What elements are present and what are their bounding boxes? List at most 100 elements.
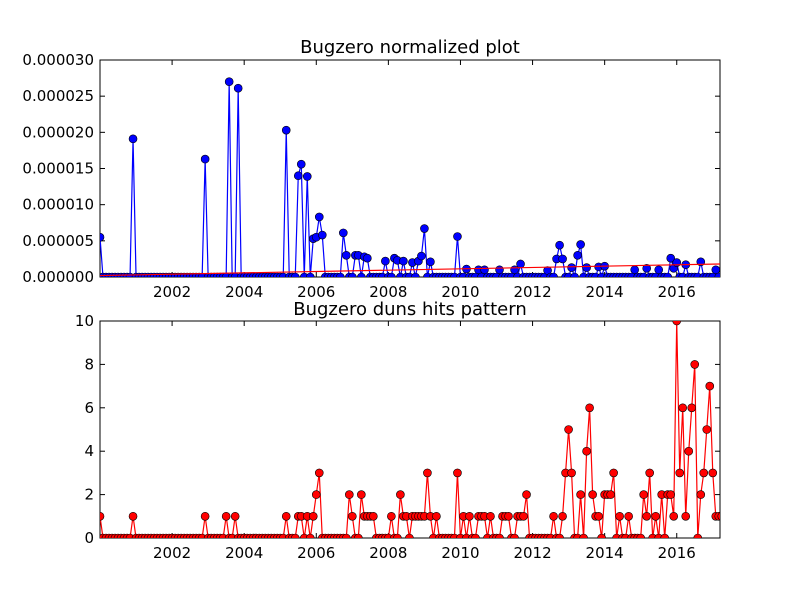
duns-hits-data-point <box>221 511 231 521</box>
normalized-data-point <box>570 272 579 277</box>
duns-hits-data-point <box>369 511 378 521</box>
duns-hits-y-tick-label: 2 <box>84 486 94 504</box>
duns-hits-y-tick-label: 8 <box>84 355 94 373</box>
duns-hits-data-point <box>342 533 351 538</box>
normalized-data-point <box>642 264 652 273</box>
normalized-data-point <box>453 232 462 241</box>
duns-hits-data-point <box>423 468 432 478</box>
normalized-data-point <box>342 251 351 260</box>
duns-hits-data-point <box>615 511 624 521</box>
duns-hits-data-point <box>705 381 715 391</box>
duns-hits-data-point <box>660 533 670 538</box>
duns-hits-x-tick-label: 2004 <box>225 544 263 562</box>
duns-hits-data-point <box>453 468 462 478</box>
duns-hits-data-point <box>639 490 648 499</box>
duns-hits-data-point <box>393 533 402 538</box>
duns-hits-data-point <box>687 403 697 413</box>
normalized-data-point <box>293 171 303 181</box>
normalized-data-point <box>714 272 720 277</box>
normalized-data-point <box>224 77 234 86</box>
duns-hits-data-area <box>100 321 720 538</box>
normalized-data-point <box>567 263 576 272</box>
duns-hits-data-point <box>702 425 712 434</box>
normalized-data-point <box>582 263 591 272</box>
normalized-data-point <box>281 125 291 135</box>
duns-hits-data-point <box>651 511 660 521</box>
normalized-data-point <box>573 251 582 260</box>
normalized-y-tick-label: 0.000000 <box>22 268 94 286</box>
duns-hits-data-point <box>564 425 573 434</box>
normalized-x-tick-label: 2004 <box>225 283 263 301</box>
duns-hits-data-point <box>669 511 679 521</box>
duns-hits-data-point <box>495 533 504 538</box>
normalized-data-point <box>510 265 519 275</box>
duns-hits-x-tick-label: 2016 <box>658 544 696 562</box>
duns-hits-data-point <box>357 490 366 499</box>
normalized-x-tick-label: 2014 <box>586 283 624 301</box>
duns-hits-data-point <box>645 468 654 478</box>
duns-hits-x-tick-label: 2012 <box>513 544 551 562</box>
normalized-data-point <box>387 272 396 277</box>
normalized-x-tick-label: 2002 <box>153 283 191 301</box>
duns-hits-y-tick-label: 0 <box>84 529 94 547</box>
duns-hits-data-point <box>396 490 405 499</box>
normalized-data-point <box>495 265 504 275</box>
duns-hits-data-point <box>684 446 694 456</box>
normalized-series-line <box>100 81 720 277</box>
duns-hits-data-point <box>345 490 354 499</box>
duns-hits-data-point <box>579 533 588 538</box>
normalized-data-point <box>426 257 435 267</box>
duns-hits-data-point <box>200 511 210 521</box>
duns-hits-data-point <box>230 511 240 521</box>
normalized-x-tick-label: 2006 <box>297 283 335 301</box>
normalized-y-tick-label: 0.000010 <box>22 196 94 214</box>
normalized-data-point <box>516 259 525 269</box>
duns-hits-data-point <box>678 403 688 413</box>
duns-hits-data-point <box>576 490 585 499</box>
duns-hits-data-point <box>405 533 414 538</box>
normalized-data-point <box>576 240 585 249</box>
duns-hits-data-point <box>305 533 315 538</box>
duns-hits-data-point <box>465 511 474 521</box>
duns-hits-data-point <box>486 511 495 521</box>
duns-hits-data-point <box>567 468 576 478</box>
duns-hits-data-point <box>672 321 682 326</box>
normalized-data-point <box>128 134 138 144</box>
normalized-data-point <box>411 272 420 277</box>
duns-hits-data-point <box>642 511 651 521</box>
duns-hits-data-point <box>693 533 703 538</box>
duns-hits-data-point <box>471 533 480 538</box>
duns-hits-data-point <box>308 511 318 521</box>
normalized-x-tick-label: 2012 <box>513 283 551 301</box>
duns-hits-data-point <box>519 511 528 521</box>
duns-hits-data-point <box>549 511 558 521</box>
normalized-data-point <box>381 256 390 266</box>
duns-hits-data-point <box>585 403 594 413</box>
normalized-x-tick-label: 2010 <box>441 283 479 301</box>
duns-hits-y-tick-label: 4 <box>84 442 94 460</box>
normalized-data-point <box>296 159 306 169</box>
normalized-data-point <box>100 232 105 242</box>
normalized-y-tick-label: 0.000025 <box>22 87 94 105</box>
duns-hits-data-point <box>100 512 105 521</box>
duns-hits-data-point <box>510 533 519 538</box>
normalized-data-point <box>420 224 429 233</box>
normalized-data-point <box>417 251 426 261</box>
duns-hits-x-tick-label: 2002 <box>153 544 191 562</box>
normalized-data-point <box>654 265 664 275</box>
duns-hits-x-tick-label: 2008 <box>369 544 407 562</box>
normalized-data-point <box>348 272 357 277</box>
duns-hits-data-point <box>555 533 564 538</box>
normalized-trend-line <box>100 263 720 277</box>
normalized-data-point <box>339 228 348 238</box>
normalized-data-point <box>317 230 327 240</box>
normalized-data-point <box>666 253 676 263</box>
normalized-data-point <box>302 172 312 181</box>
duns-hits-data-point <box>624 511 633 521</box>
duns-hits-data-point <box>699 468 709 478</box>
duns-hits-data-point <box>558 511 567 521</box>
duns-hits-data-point <box>597 533 606 538</box>
duns-hits-data-point <box>609 468 618 478</box>
normalized-x-tick-label: 2016 <box>658 283 696 301</box>
